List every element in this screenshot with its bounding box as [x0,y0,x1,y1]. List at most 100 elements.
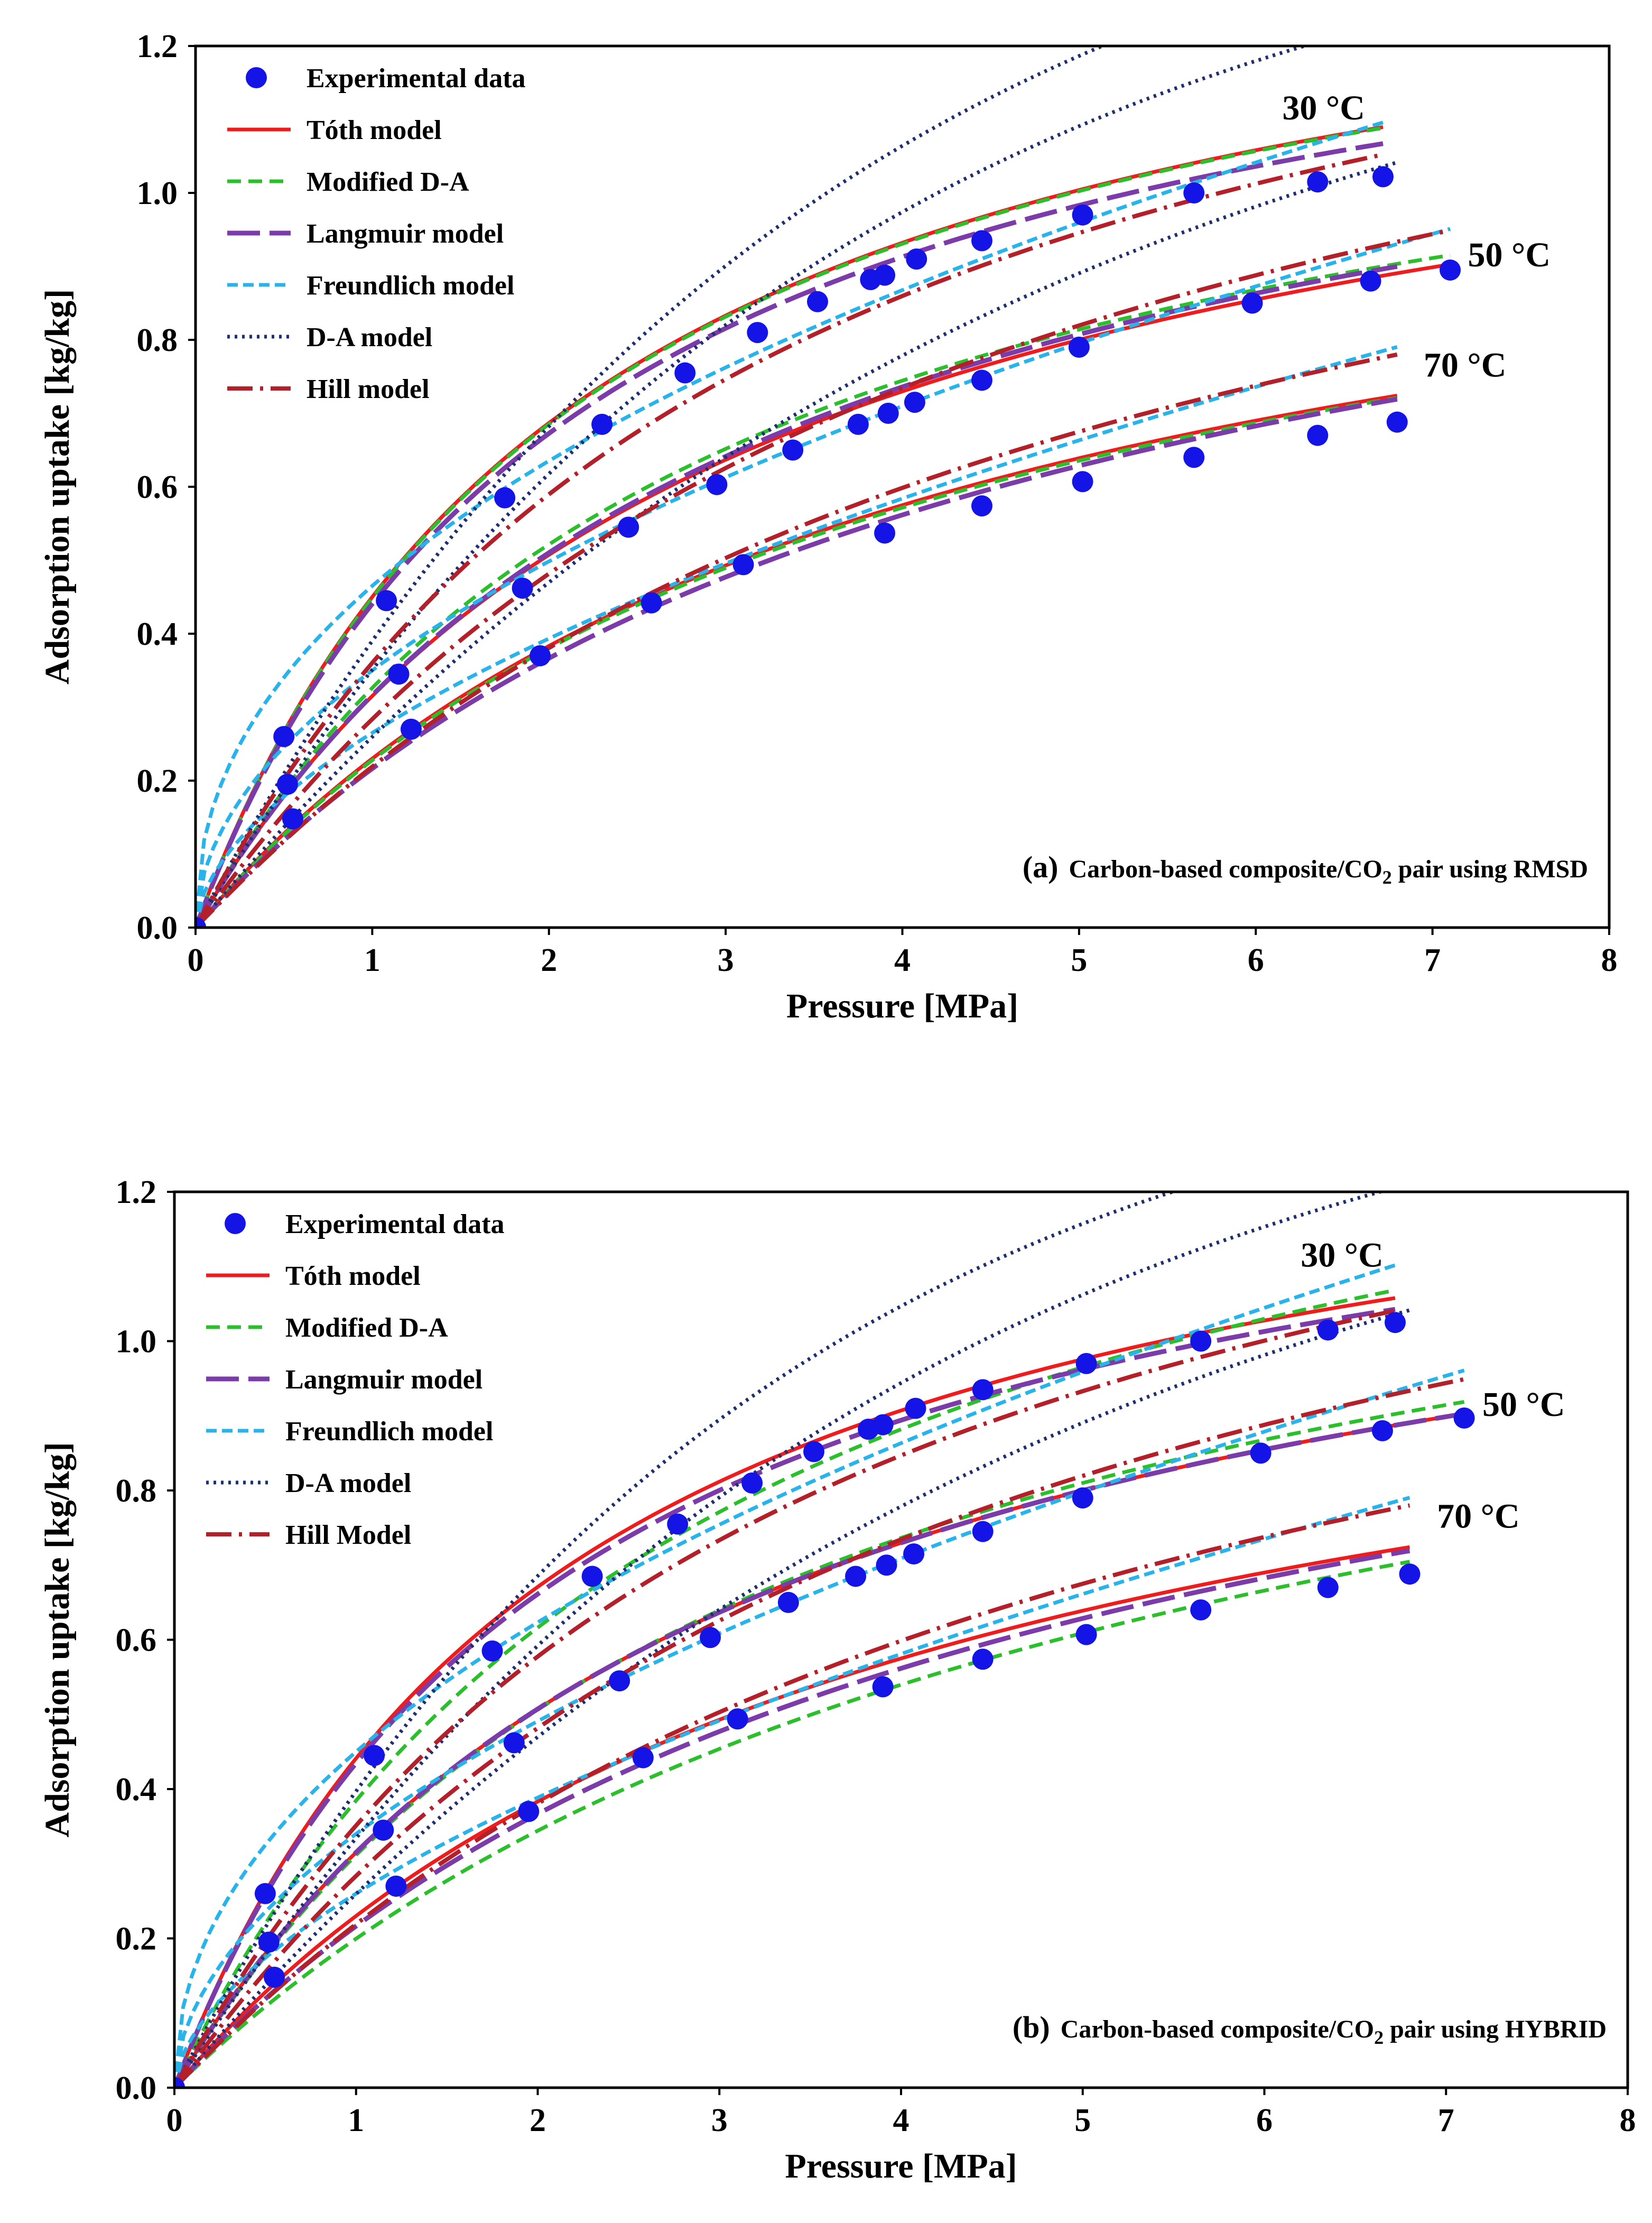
data-point-50-c [609,1670,630,1692]
x-tick-label: 0 [166,2102,183,2138]
y-axis-title: Adsorption uptake [kg/kg] [38,289,77,684]
modified-d-a-curve-30-c [174,1288,1396,2088]
y-tick-label: 0.0 [137,910,178,946]
x-tick-label: 4 [893,2102,909,2138]
hill-model-curve-50-c [174,1377,1465,2088]
x-tick-label: 2 [541,942,557,978]
modified-d-a-curve-30-c [196,126,1384,928]
freundlich-model-curve-30-c [174,1263,1396,2088]
legend-label: Freundlich model [285,1416,493,1447]
legend-label: Langmuir model [285,1365,482,1395]
freundlich-model-curve-30-c [196,121,1384,928]
data-point-50-c [503,1732,525,1754]
caption-text: Carbon-based composite/CO [1069,855,1382,883]
data-point-50-c [1453,1407,1475,1429]
legend-label: Modified D-A [307,167,469,197]
data-point-70-c [971,495,992,517]
temperature-label: 30 °C [1282,89,1365,127]
data-point-50-c [971,369,992,391]
data-point-30-c [581,1566,603,1587]
data-point-70-c [1399,1563,1421,1585]
legend-label: Langmuir model [307,219,504,249]
data-point-70-c [174,2077,185,2088]
y-tick-label: 0.2 [137,763,178,799]
y-tick-label: 0.6 [137,469,178,505]
x-tick-label: 1 [348,2102,364,2138]
data-point-50-c [903,1543,925,1565]
data-point-70-c [1183,447,1205,468]
x-tick-label: 7 [1424,942,1441,978]
x-tick-label: 3 [718,942,734,978]
data-point-70-c [400,718,422,740]
data-point-30-c [1075,1353,1097,1374]
legend-label: Hill model [307,374,430,404]
data-point-30-c [1307,171,1329,193]
y-tick-label: 0.8 [137,322,178,358]
chart-panel-b: 0 1 2 3 4 5 6 7 8 0.0 0.2 0.4 0.6 0.8 1.0 1.2 Pressure [… [38,1174,1636,2185]
data-point-30-c [674,362,696,384]
data-point-50-c [618,516,639,538]
data-point-50-c [1241,292,1263,314]
d-a-model-curve-30-c [174,1192,1178,2088]
y-tick-label: 0.2 [116,1921,157,1957]
data-point-50-c [700,1627,721,1648]
hill-model-curve-70-c [174,1503,1410,2088]
modified-d-a-curve-50-c [196,253,1451,928]
t-th-model-curve-30-c [174,1296,1396,2088]
data-point-50-c [706,474,728,495]
temperature-label: 50 °C [1468,236,1551,274]
freundlich-model-curve-70-c [174,1496,1410,2088]
data-point-70-c [1190,1599,1212,1620]
data-point-50-c [1068,336,1090,358]
freundlich-model-curve-50-c [174,1368,1465,2088]
data-point-50-c [1360,270,1381,292]
data-point-30-c [254,1883,276,1904]
y-tick-label: 0.0 [116,2070,157,2106]
caption-suffix: pair using RMSD [1392,855,1588,883]
legend-label: D-A model [285,1468,411,1498]
data-point-50-c [847,413,869,435]
x-tick-label: 5 [1071,942,1087,978]
plot-frame [173,1190,1629,2089]
data-point-50-c [782,439,804,461]
x-tick-label: 7 [1438,2102,1454,2138]
temperature-label: 70 °C [1424,346,1507,385]
data-point-30-c [1385,1312,1406,1333]
data-point-70-c [972,1648,994,1670]
data-point-30-c [273,726,295,747]
y-tick-label: 0.4 [137,616,178,652]
x-tick-label: 4 [894,942,911,978]
legend: Experimental data Tóth model Modified D-A L… [206,1209,505,1550]
modified-d-a-curve-70-c [196,396,1398,928]
x-tick-label: 6 [1256,2102,1273,2138]
legend-marker-experimental [225,1213,246,1234]
temperature-label: 30 °C [1301,1236,1384,1274]
x-tick-label: 5 [1074,2102,1091,2138]
data-point-30-c [972,1379,994,1401]
data-point-30-c [1183,182,1205,203]
data-point-30-c [905,1397,926,1419]
data-point-70-c [1072,471,1093,493]
y-tick-label: 1.2 [137,29,178,64]
data-point-50-c [388,663,410,685]
x-tick-label: 8 [1601,942,1618,978]
freundlich-model-curve-70-c [196,345,1398,928]
data-point-30-c [364,1745,385,1766]
legend-label: Freundlich model [307,271,514,301]
caption-subscript: 2 [1374,2027,1384,2048]
legend-marker-experimental [246,67,267,88]
data-point-30-c [807,291,828,312]
data-point-70-c [1386,411,1408,433]
temperature-label: 70 °C [1437,1497,1520,1536]
data-point-30-c [741,1472,763,1494]
data-point-50-c [1371,1420,1393,1441]
y-tick-label: 0.4 [116,1772,157,1808]
data-point-70-c [1317,1577,1339,1598]
d-a-model-curve-30-c [196,46,1107,928]
data-point-30-c [1317,1319,1339,1341]
temperature-label: 50 °C [1482,1385,1565,1424]
x-tick-label: 2 [530,2102,546,2138]
langmuir-model-curve-50-c [196,264,1398,928]
d-a-model-curve-70-c [174,1308,1410,2088]
